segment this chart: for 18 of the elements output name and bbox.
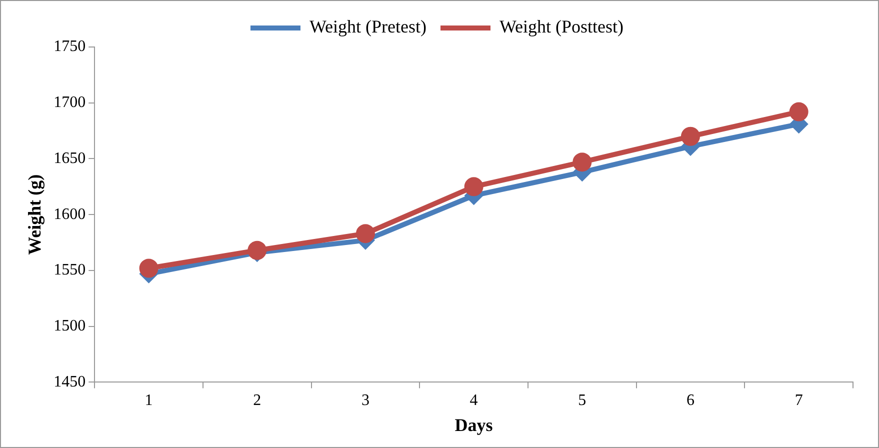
y-axis-title: Weight (g): [24, 174, 44, 255]
x-tick-label: 3: [361, 392, 370, 410]
y-tick-label: 1650: [54, 150, 86, 167]
y-tick-label: 1550: [54, 262, 86, 279]
legend-label: Weight (Posttest): [499, 16, 624, 37]
y-tick-label: 1500: [54, 318, 86, 335]
x-tick-label: 2: [253, 392, 262, 410]
y-tick-label: 1700: [54, 94, 86, 112]
x-axis-title: Days: [454, 414, 493, 435]
x-tick-label: 6: [686, 392, 694, 410]
legend-label: Weight (Pretest): [309, 16, 426, 37]
y-tick-label: 1450: [54, 373, 86, 390]
y-tick-label: 1750: [54, 38, 86, 56]
x-tick-label: 4: [470, 392, 478, 410]
y-tick-label: 1600: [54, 206, 86, 223]
x-tick-label: 1: [144, 392, 153, 410]
x-tick-label: 5: [578, 392, 586, 410]
x-tick-label: 7: [794, 392, 803, 410]
